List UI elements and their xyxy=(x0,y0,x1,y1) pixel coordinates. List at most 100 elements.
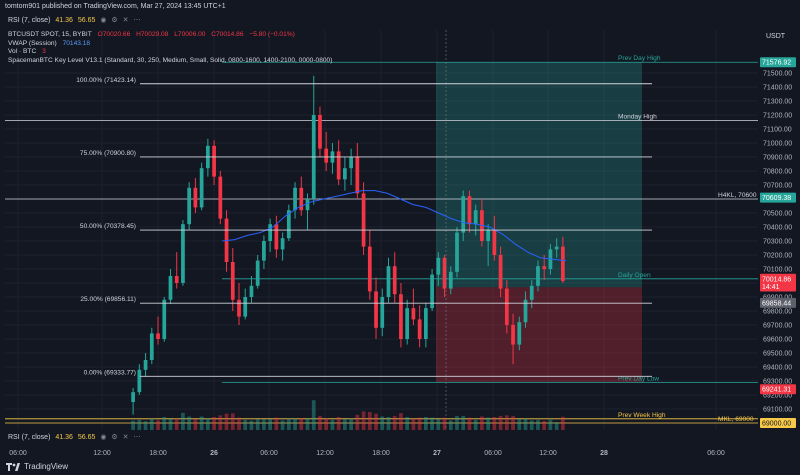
price-label-box xyxy=(760,281,796,292)
y-tick-label: 70900.00 xyxy=(763,155,792,162)
volume-bar xyxy=(131,420,135,430)
close-icon[interactable]: ✕ xyxy=(122,17,129,24)
key-levels: Prev Day High Monday High H4KL, 70600 Daily… xyxy=(5,55,758,424)
price-label-text: 70609.38 xyxy=(762,195,791,202)
price-label-box xyxy=(760,418,796,428)
y-tick-label: 71100.00 xyxy=(763,127,792,134)
candle-body xyxy=(181,224,185,283)
candle-body xyxy=(442,257,447,289)
volume-bar xyxy=(218,415,223,430)
candle-body xyxy=(529,285,534,300)
candle-body xyxy=(193,187,198,208)
key-level-label: Prev Day Low xyxy=(618,375,659,382)
rsi-legend-top: RSI (7, close) 41.36 56.65 ◉ ⚙ ✕ ⋯ xyxy=(8,16,140,24)
volume-bar xyxy=(330,419,335,430)
volume-bar xyxy=(511,415,515,430)
candle-body xyxy=(430,274,434,309)
candle-body xyxy=(343,168,347,180)
y-tick-label: 69400.00 xyxy=(763,365,792,372)
volume-bar xyxy=(380,416,385,430)
rsi-value-2: 56.65 xyxy=(77,17,96,24)
y-tick-label: 70100.00 xyxy=(763,267,792,274)
candle-body xyxy=(504,288,509,325)
candle-body xyxy=(405,308,410,339)
candle-body xyxy=(423,308,428,339)
currency-label[interactable]: USDT xyxy=(766,33,786,40)
volume-bar xyxy=(399,413,403,430)
volume-bar xyxy=(486,417,491,430)
volume-bars xyxy=(131,400,565,430)
price-label-text: 69241.31 xyxy=(762,387,791,394)
candle-body xyxy=(336,151,341,180)
candle-body xyxy=(349,157,353,169)
eye-icon[interactable]: ◉ xyxy=(100,17,107,24)
candle-body xyxy=(212,145,216,177)
close-icon[interactable]: ✕ xyxy=(122,434,129,441)
candle-body xyxy=(399,294,403,339)
y-tick-label: 70700.00 xyxy=(763,183,792,190)
y-tick-label: 69800.00 xyxy=(763,309,792,316)
volume-bar xyxy=(361,411,366,430)
volume-bar xyxy=(193,419,198,430)
candle-body xyxy=(286,210,291,239)
more-icon[interactable]: ⋯ xyxy=(133,434,141,441)
more-icon[interactable]: ⋯ xyxy=(133,17,141,24)
volume-bar xyxy=(529,420,534,430)
volume-value: 3 xyxy=(42,48,46,56)
volume-bar xyxy=(249,420,254,430)
volume-bar xyxy=(149,418,154,430)
x-tick-label: 06:00 xyxy=(707,450,725,457)
settings-icon[interactable]: ⚙ xyxy=(111,17,118,24)
y-tick-label: 69100.00 xyxy=(763,407,792,414)
candle-body xyxy=(411,308,416,320)
volume-bar xyxy=(262,419,266,430)
vwap-label[interactable]: VWAP (Session) xyxy=(8,39,57,47)
volume-bar xyxy=(311,400,316,430)
rsi-bottom-value-2: 56.65 xyxy=(77,434,96,441)
volume-bar xyxy=(392,415,397,430)
long-position-profit-zone xyxy=(436,62,642,288)
price-label-box xyxy=(760,57,796,68)
volume-bar xyxy=(405,417,410,430)
candle-body xyxy=(174,276,179,283)
volume-bar xyxy=(467,417,472,430)
keylevel-label[interactable]: SpacemanBTC Key Level V13.1 (Standard, 3… xyxy=(8,56,333,64)
y-tick-label: 70300.00 xyxy=(763,239,792,246)
volume-bar xyxy=(187,416,192,430)
key-level-label: H4KL, 70600 xyxy=(718,192,757,199)
y-tick-label: 69600.00 xyxy=(763,337,792,344)
x-tick-label: 26 xyxy=(210,450,218,457)
x-tick-label: 06:00 xyxy=(9,450,27,457)
candle-body xyxy=(249,285,254,297)
y-tick-label: 69700.00 xyxy=(763,323,792,330)
volume-bar xyxy=(542,420,547,430)
candle-body xyxy=(561,246,565,282)
long-position-loss-zone xyxy=(436,287,642,383)
volume-bar xyxy=(305,418,310,430)
volume-bar xyxy=(355,414,360,430)
settings-icon[interactable]: ⚙ xyxy=(111,434,118,441)
volume-bar xyxy=(523,418,528,430)
x-tick-label: 18:00 xyxy=(372,450,390,457)
y-tick-label: 70400.00 xyxy=(763,225,792,232)
key-level-label: Prev Week High xyxy=(618,412,666,419)
volume-bar xyxy=(162,417,167,430)
volume-bar xyxy=(224,413,229,430)
price-label-box xyxy=(760,297,796,308)
volume-bar xyxy=(318,415,322,430)
candle-body xyxy=(467,196,472,225)
eye-icon[interactable]: ◉ xyxy=(100,434,107,441)
volume-label[interactable]: Vol · BTC xyxy=(8,48,37,56)
rsi-label: RSI (7, close) xyxy=(8,17,51,24)
open-value: O70020.66 xyxy=(97,31,131,38)
volume-bar xyxy=(293,418,297,430)
symbol-legend: BTCUSDT SPOT, 15, BYBIT O70020.66 H70029… xyxy=(8,31,336,65)
price-axis: 69100.00 69200.00 69300.00 69400.00 69500.00… xyxy=(763,71,792,414)
price-label-text: 70014.86 xyxy=(762,276,791,283)
x-tick-label: 06:00 xyxy=(484,450,502,457)
candle-body xyxy=(498,255,503,289)
symbol-name[interactable]: BTCUSDT SPOT, 15, BYBIT xyxy=(8,31,92,38)
brand[interactable]: TradingView xyxy=(6,462,68,471)
volume-bar xyxy=(255,419,260,430)
